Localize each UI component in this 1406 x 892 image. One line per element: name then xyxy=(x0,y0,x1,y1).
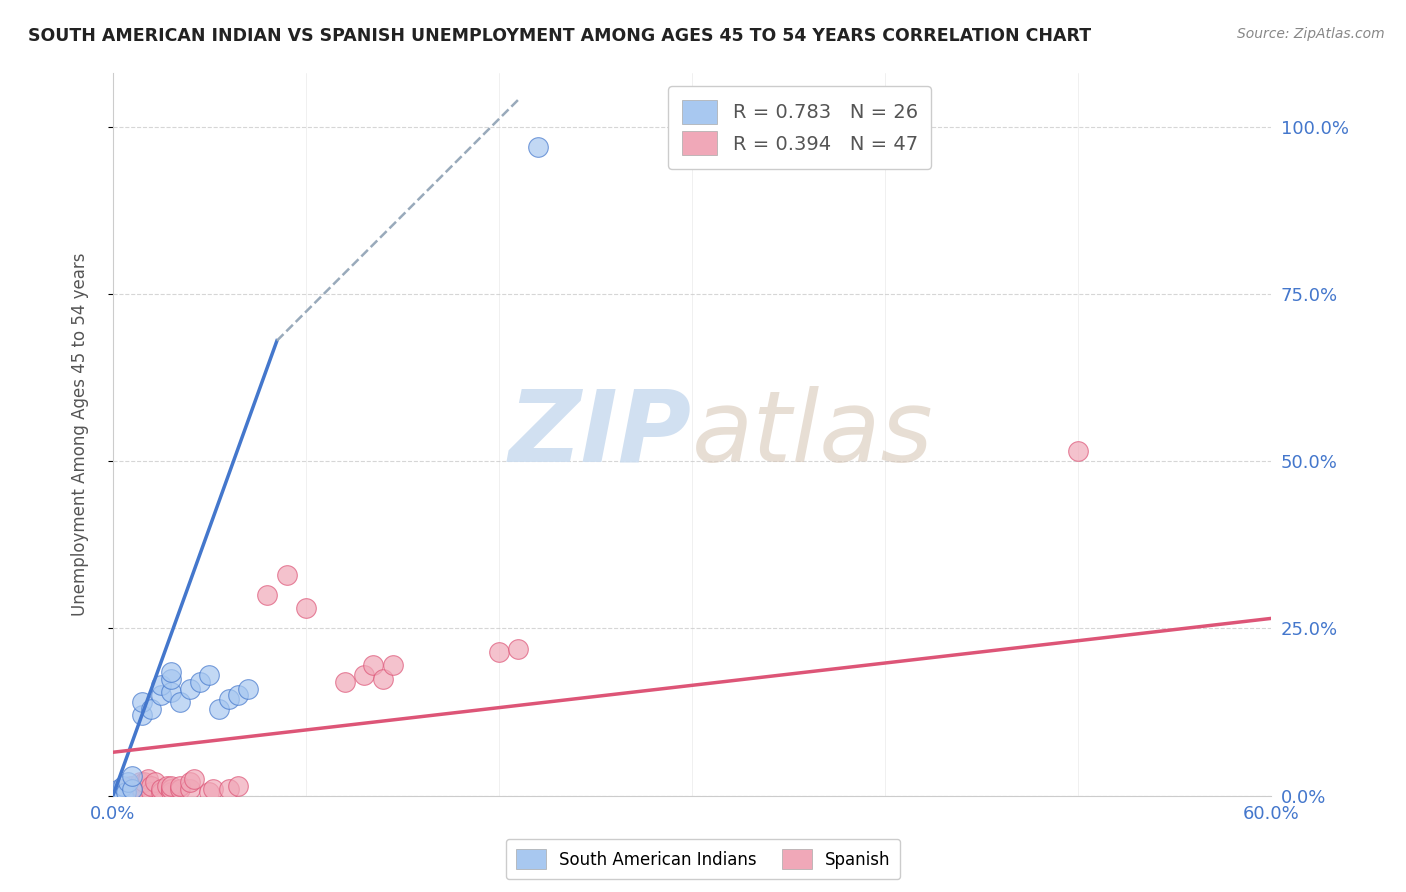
Point xyxy=(121,782,143,797)
Point xyxy=(218,691,240,706)
Point xyxy=(488,645,510,659)
Point xyxy=(208,702,231,716)
Point xyxy=(333,675,356,690)
Legend: South American Indians, Spanish: South American Indians, Spanish xyxy=(506,838,900,880)
Point xyxy=(114,782,136,797)
Point xyxy=(169,695,191,709)
Point xyxy=(120,779,142,793)
Point xyxy=(202,782,225,797)
Point xyxy=(121,789,143,803)
Point xyxy=(276,568,298,582)
Point xyxy=(141,702,163,716)
Point xyxy=(105,785,128,799)
Point xyxy=(198,668,221,682)
Point xyxy=(150,785,173,799)
Point xyxy=(159,685,181,699)
Point xyxy=(1067,444,1090,458)
Point xyxy=(188,675,211,690)
Point xyxy=(295,601,318,615)
Point xyxy=(115,785,138,799)
Point xyxy=(159,785,181,799)
Point xyxy=(143,775,166,789)
Point xyxy=(159,779,181,793)
Point xyxy=(198,785,221,799)
Point xyxy=(136,772,159,786)
Point xyxy=(363,658,385,673)
Point xyxy=(159,665,181,679)
Point xyxy=(131,708,153,723)
Point xyxy=(371,672,394,686)
Point xyxy=(179,775,201,789)
Point xyxy=(526,139,548,153)
Y-axis label: Unemployment Among Ages 45 to 54 years: Unemployment Among Ages 45 to 54 years xyxy=(72,252,89,616)
Point xyxy=(159,782,181,797)
Point xyxy=(353,668,375,682)
Point xyxy=(101,789,124,803)
Point xyxy=(107,789,129,803)
Point xyxy=(236,681,259,696)
Point xyxy=(150,782,173,797)
Legend: R = 0.783   N = 26, R = 0.394   N = 47: R = 0.783 N = 26, R = 0.394 N = 47 xyxy=(668,87,931,169)
Text: atlas: atlas xyxy=(692,386,934,483)
Text: SOUTH AMERICAN INDIAN VS SPANISH UNEMPLOYMENT AMONG AGES 45 TO 54 YEARS CORRELAT: SOUTH AMERICAN INDIAN VS SPANISH UNEMPLO… xyxy=(28,27,1091,45)
Point xyxy=(121,779,143,793)
Point xyxy=(508,641,530,656)
Point xyxy=(150,678,173,692)
Point xyxy=(131,782,153,797)
Text: Source: ZipAtlas.com: Source: ZipAtlas.com xyxy=(1237,27,1385,41)
Point xyxy=(156,779,179,793)
Point xyxy=(111,779,134,793)
Point xyxy=(132,775,155,789)
Point xyxy=(218,782,240,797)
Point xyxy=(125,782,148,797)
Point xyxy=(128,775,150,789)
Point xyxy=(141,785,163,799)
Point xyxy=(179,681,201,696)
Point xyxy=(179,782,201,797)
Point xyxy=(131,695,153,709)
Point xyxy=(117,775,139,789)
Point xyxy=(105,785,128,799)
Point xyxy=(228,689,250,703)
Point xyxy=(141,779,163,793)
Point xyxy=(111,789,134,803)
Point xyxy=(107,782,129,797)
Point xyxy=(121,782,143,797)
Point xyxy=(183,772,205,786)
Point xyxy=(159,672,181,686)
Point xyxy=(256,588,278,602)
Point xyxy=(101,789,124,803)
Point xyxy=(169,779,191,793)
Point xyxy=(381,658,404,673)
Point xyxy=(110,782,132,797)
Point xyxy=(115,785,138,799)
Point xyxy=(111,785,134,799)
Point xyxy=(121,769,143,783)
Point xyxy=(117,782,139,797)
Point xyxy=(228,779,250,793)
Text: ZIP: ZIP xyxy=(509,386,692,483)
Point xyxy=(127,779,149,793)
Point xyxy=(150,689,173,703)
Point xyxy=(169,782,191,797)
